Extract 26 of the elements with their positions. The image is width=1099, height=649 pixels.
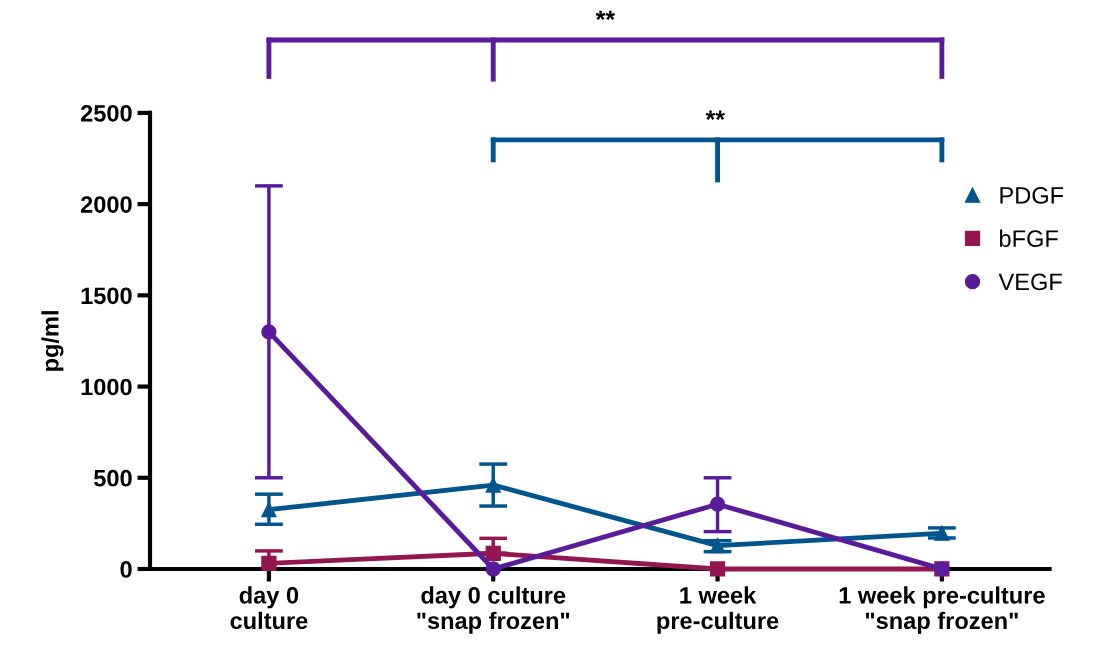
x-tick-label: day 0 culture [230,586,308,630]
point [261,555,277,571]
point [485,545,501,561]
point [934,525,950,541]
legend-label: VEGF [998,273,1062,291]
y-tick-label: 1500 [81,287,132,305]
legend-label: bFGF [1000,229,1058,247]
y-tick-label: 500 [93,469,132,487]
y-tick-label: 1000 [81,378,132,396]
y-tick-label: 2500 [80,104,132,122]
point [485,477,501,493]
legend-label: PDGF [1000,186,1064,204]
annotation: ** [705,110,726,120]
point [485,561,501,577]
point [261,502,277,518]
y-axis-title: pg/ml [41,311,64,371]
x-tick-label: 1 week pre-culture [657,586,779,634]
point [709,537,726,554]
text: ** [595,10,616,21]
point [709,561,726,577]
point [261,324,277,340]
x-tick-label: day 0 culture "snap frozen" [417,586,570,634]
y-tick-label: 2000 [80,196,132,213]
x-tick-label: 1 week pre-culture "snap frozen" [839,586,1045,634]
point [709,496,726,512]
y-tick-label: 0 [120,561,132,578]
